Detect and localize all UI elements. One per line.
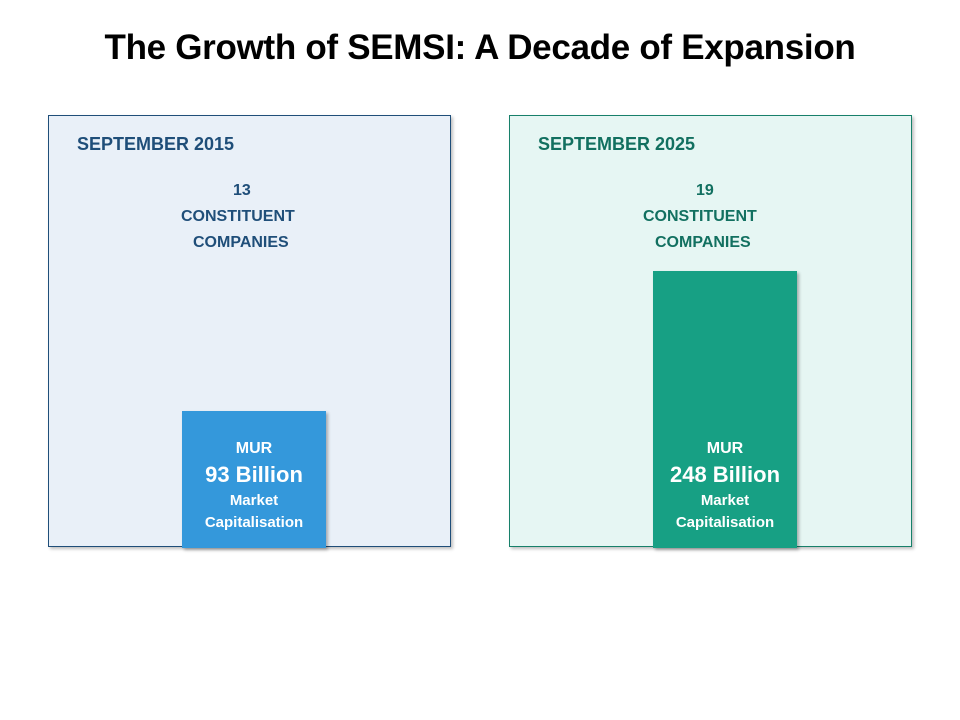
market-cap-label: Capitalisation [204, 514, 304, 531]
market-cap-value: 93 Billion [205, 462, 303, 487]
count-value: 13 [233, 182, 251, 199]
count-value: 19 [696, 182, 714, 199]
market-cap-bar-2015: MUR 93 Billion Market Capitalisation [182, 411, 326, 548]
panel-date: SEPTEMBER 2025 [538, 134, 696, 154]
count-label: CONSTITUENT [643, 208, 757, 225]
currency-label: MUR [235, 440, 273, 457]
panel-date: SEPTEMBER 2015 [77, 134, 235, 154]
market-cap-bar-2025: MUR 248 Billion Market Capitalisation [653, 271, 797, 548]
market-cap-label: Market [229, 492, 279, 509]
market-cap-label: Capitalisation [675, 514, 775, 531]
currency-label: MUR [706, 440, 744, 457]
count-label: COMPANIES [193, 234, 289, 251]
panel-2015: SEPTEMBER 2015 13 CONSTITUENT COMPANIES … [48, 115, 451, 548]
count-label: COMPANIES [655, 234, 751, 251]
market-cap-value: 248 Billion [669, 462, 781, 487]
count-label: CONSTITUENT [181, 208, 295, 225]
market-cap-label: Market [700, 492, 750, 509]
panel-2025: SEPTEMBER 2025 19 CONSTITUENT COMPANIES … [509, 115, 912, 548]
page-title: The Growth of SEMSI: A Decade of Expansi… [104, 28, 856, 67]
